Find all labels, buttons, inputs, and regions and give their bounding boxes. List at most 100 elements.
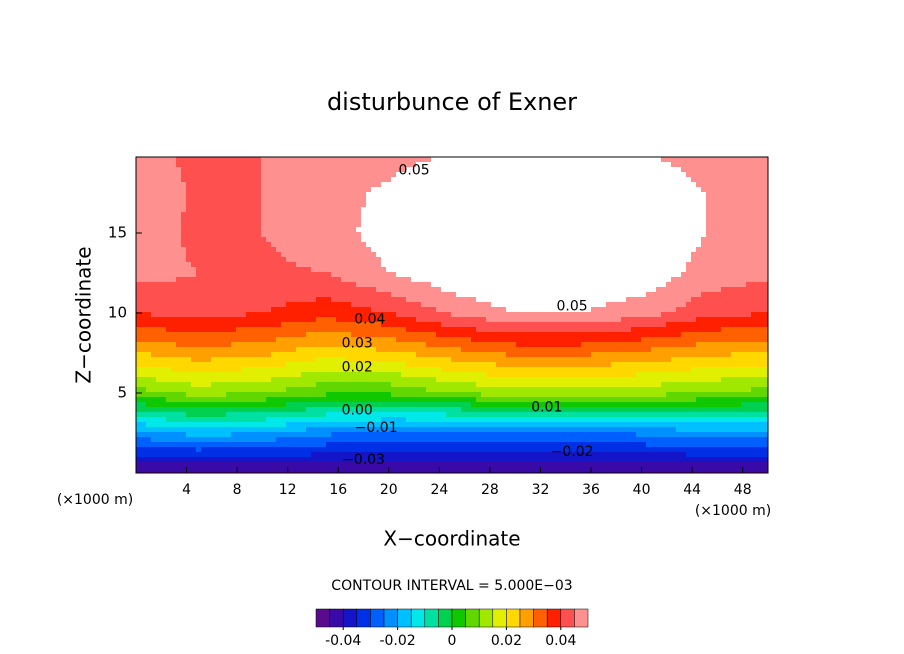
field-cell — [226, 242, 232, 248]
field-cell — [181, 182, 187, 188]
field-cell — [726, 252, 732, 258]
field-cell — [341, 282, 347, 288]
field-cell — [446, 217, 452, 223]
field-cell — [521, 342, 527, 348]
field-cell — [336, 187, 342, 193]
field-cell — [296, 272, 302, 278]
field-cell — [561, 272, 567, 278]
field-cell — [541, 312, 547, 318]
field-cell — [351, 162, 357, 168]
field-cell — [321, 172, 327, 178]
field-cell — [611, 302, 617, 308]
field-cell — [416, 257, 422, 263]
field-cell — [406, 247, 412, 253]
field-cell — [676, 302, 682, 308]
field-cell — [221, 187, 227, 193]
field-cell — [551, 217, 557, 223]
field-cell — [496, 207, 502, 213]
field-cell — [476, 312, 482, 318]
field-cell — [386, 177, 392, 183]
field-cell — [731, 347, 737, 353]
field-cell — [151, 247, 157, 253]
field-cell — [286, 312, 292, 318]
field-cell — [631, 302, 637, 308]
field-cell — [676, 312, 682, 318]
field-cell — [161, 247, 167, 253]
field-cell — [666, 272, 672, 278]
field-cell — [746, 242, 752, 248]
field-cell — [321, 267, 327, 273]
field-cell — [431, 167, 437, 173]
field-cell — [196, 317, 202, 323]
field-cell — [271, 252, 277, 258]
field-cell — [321, 287, 327, 293]
field-cell — [611, 347, 617, 353]
field-cell — [736, 187, 742, 193]
field-cell — [586, 257, 592, 263]
field-cell — [286, 307, 292, 313]
field-cell — [316, 282, 322, 288]
field-cell — [181, 337, 187, 343]
field-cell — [426, 342, 432, 348]
field-cell — [281, 272, 287, 278]
field-cell — [641, 332, 647, 338]
field-cell — [231, 247, 237, 253]
field-cell — [176, 197, 182, 203]
field-cell — [701, 157, 707, 163]
field-cell — [286, 297, 292, 303]
field-cell — [171, 157, 177, 163]
field-cell — [151, 207, 157, 213]
field-cell — [341, 347, 347, 353]
field-cell — [561, 242, 567, 248]
field-cell — [436, 232, 442, 238]
field-cell — [306, 297, 312, 303]
field-cell — [221, 277, 227, 283]
field-cell — [741, 287, 747, 293]
field-cell — [506, 232, 512, 238]
field-cell — [291, 207, 297, 213]
field-cell — [676, 162, 682, 168]
field-cell — [301, 222, 307, 228]
field-cell — [151, 172, 157, 178]
field-cell — [191, 172, 197, 178]
field-cell — [731, 232, 737, 238]
field-cell — [681, 272, 687, 278]
field-cell — [741, 317, 747, 323]
field-cell — [591, 322, 597, 328]
field-cell — [701, 302, 707, 308]
field-cell — [296, 282, 302, 288]
field-cell — [346, 332, 352, 338]
field-cell — [551, 297, 557, 303]
field-cell — [396, 167, 402, 173]
field-cell — [281, 262, 287, 268]
field-cell — [626, 262, 632, 268]
field-cell — [756, 167, 762, 173]
field-cell — [681, 157, 687, 163]
field-cell — [531, 162, 537, 168]
field-cell — [241, 217, 247, 223]
field-cell — [456, 207, 462, 213]
field-cell — [136, 282, 142, 288]
field-cell — [561, 237, 567, 243]
field-cell — [161, 337, 167, 343]
field-cell — [561, 277, 567, 283]
field-cell — [136, 317, 142, 323]
field-cell — [201, 187, 207, 193]
field-cell — [241, 172, 247, 178]
field-cell — [171, 312, 177, 318]
field-cell — [251, 247, 257, 253]
field-cell — [491, 302, 497, 308]
field-cell — [651, 337, 657, 343]
field-cell — [311, 192, 317, 198]
field-cell — [536, 317, 542, 323]
field-cell — [751, 307, 757, 313]
field-cell — [156, 232, 162, 238]
field-cell — [601, 252, 607, 258]
field-cell — [676, 202, 682, 208]
field-cell — [656, 247, 662, 253]
field-cell — [526, 212, 532, 218]
field-cell — [176, 347, 182, 353]
field-cell — [326, 347, 332, 353]
field-cell — [281, 282, 287, 288]
field-cell — [491, 287, 497, 293]
